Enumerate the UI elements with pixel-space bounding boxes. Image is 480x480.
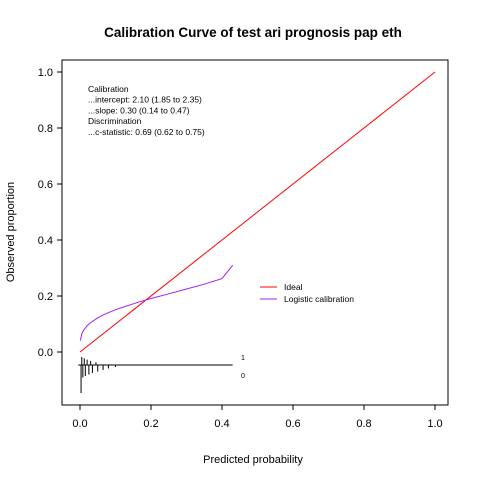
chart-title: Calibration Curve of test ari prognosis … — [104, 25, 402, 40]
x-tick-label: 0.6 — [285, 418, 300, 430]
legend-label: Logistic calibration — [284, 294, 354, 304]
annotation-line: Discrimination — [88, 116, 142, 126]
x-axis-label: Predicted probability — [203, 454, 303, 466]
y-tick-label: 0.0 — [38, 347, 53, 359]
rug-label-events: 1 — [241, 355, 245, 362]
series-line-logistic-calibration — [79, 264, 234, 341]
y-tick-label: 0.6 — [38, 179, 53, 191]
x-tick-label: 0.8 — [356, 418, 371, 430]
x-tick-label: 0.0 — [72, 418, 87, 430]
y-tick-label: 0.4 — [38, 235, 53, 247]
x-tick-label: 1.0 — [427, 418, 442, 430]
y-tick-label: 0.8 — [38, 123, 53, 135]
annotation-line: Calibration — [88, 84, 129, 94]
legend-label: Ideal — [284, 282, 303, 292]
y-tick-label: 0.2 — [38, 291, 53, 303]
rug-label-nonevents: 0 — [241, 373, 245, 380]
y-axis-label: Observed proportion — [5, 182, 17, 282]
plot-frame — [61, 59, 449, 406]
annotation-line: ...c-statistic: 0.69 (0.62 to 0.75) — [88, 127, 205, 137]
annotation-line: ...slope: 0.30 (0.14 to 0.47) — [88, 105, 190, 115]
y-tick-label: 1.0 — [38, 67, 53, 79]
annotation-line: ...intercept: 2.10 (1.85 to 2.35) — [88, 95, 202, 105]
series-line-ideal — [79, 71, 436, 353]
x-tick-label: 0.2 — [143, 418, 158, 430]
x-tick-label: 0.4 — [214, 418, 229, 430]
